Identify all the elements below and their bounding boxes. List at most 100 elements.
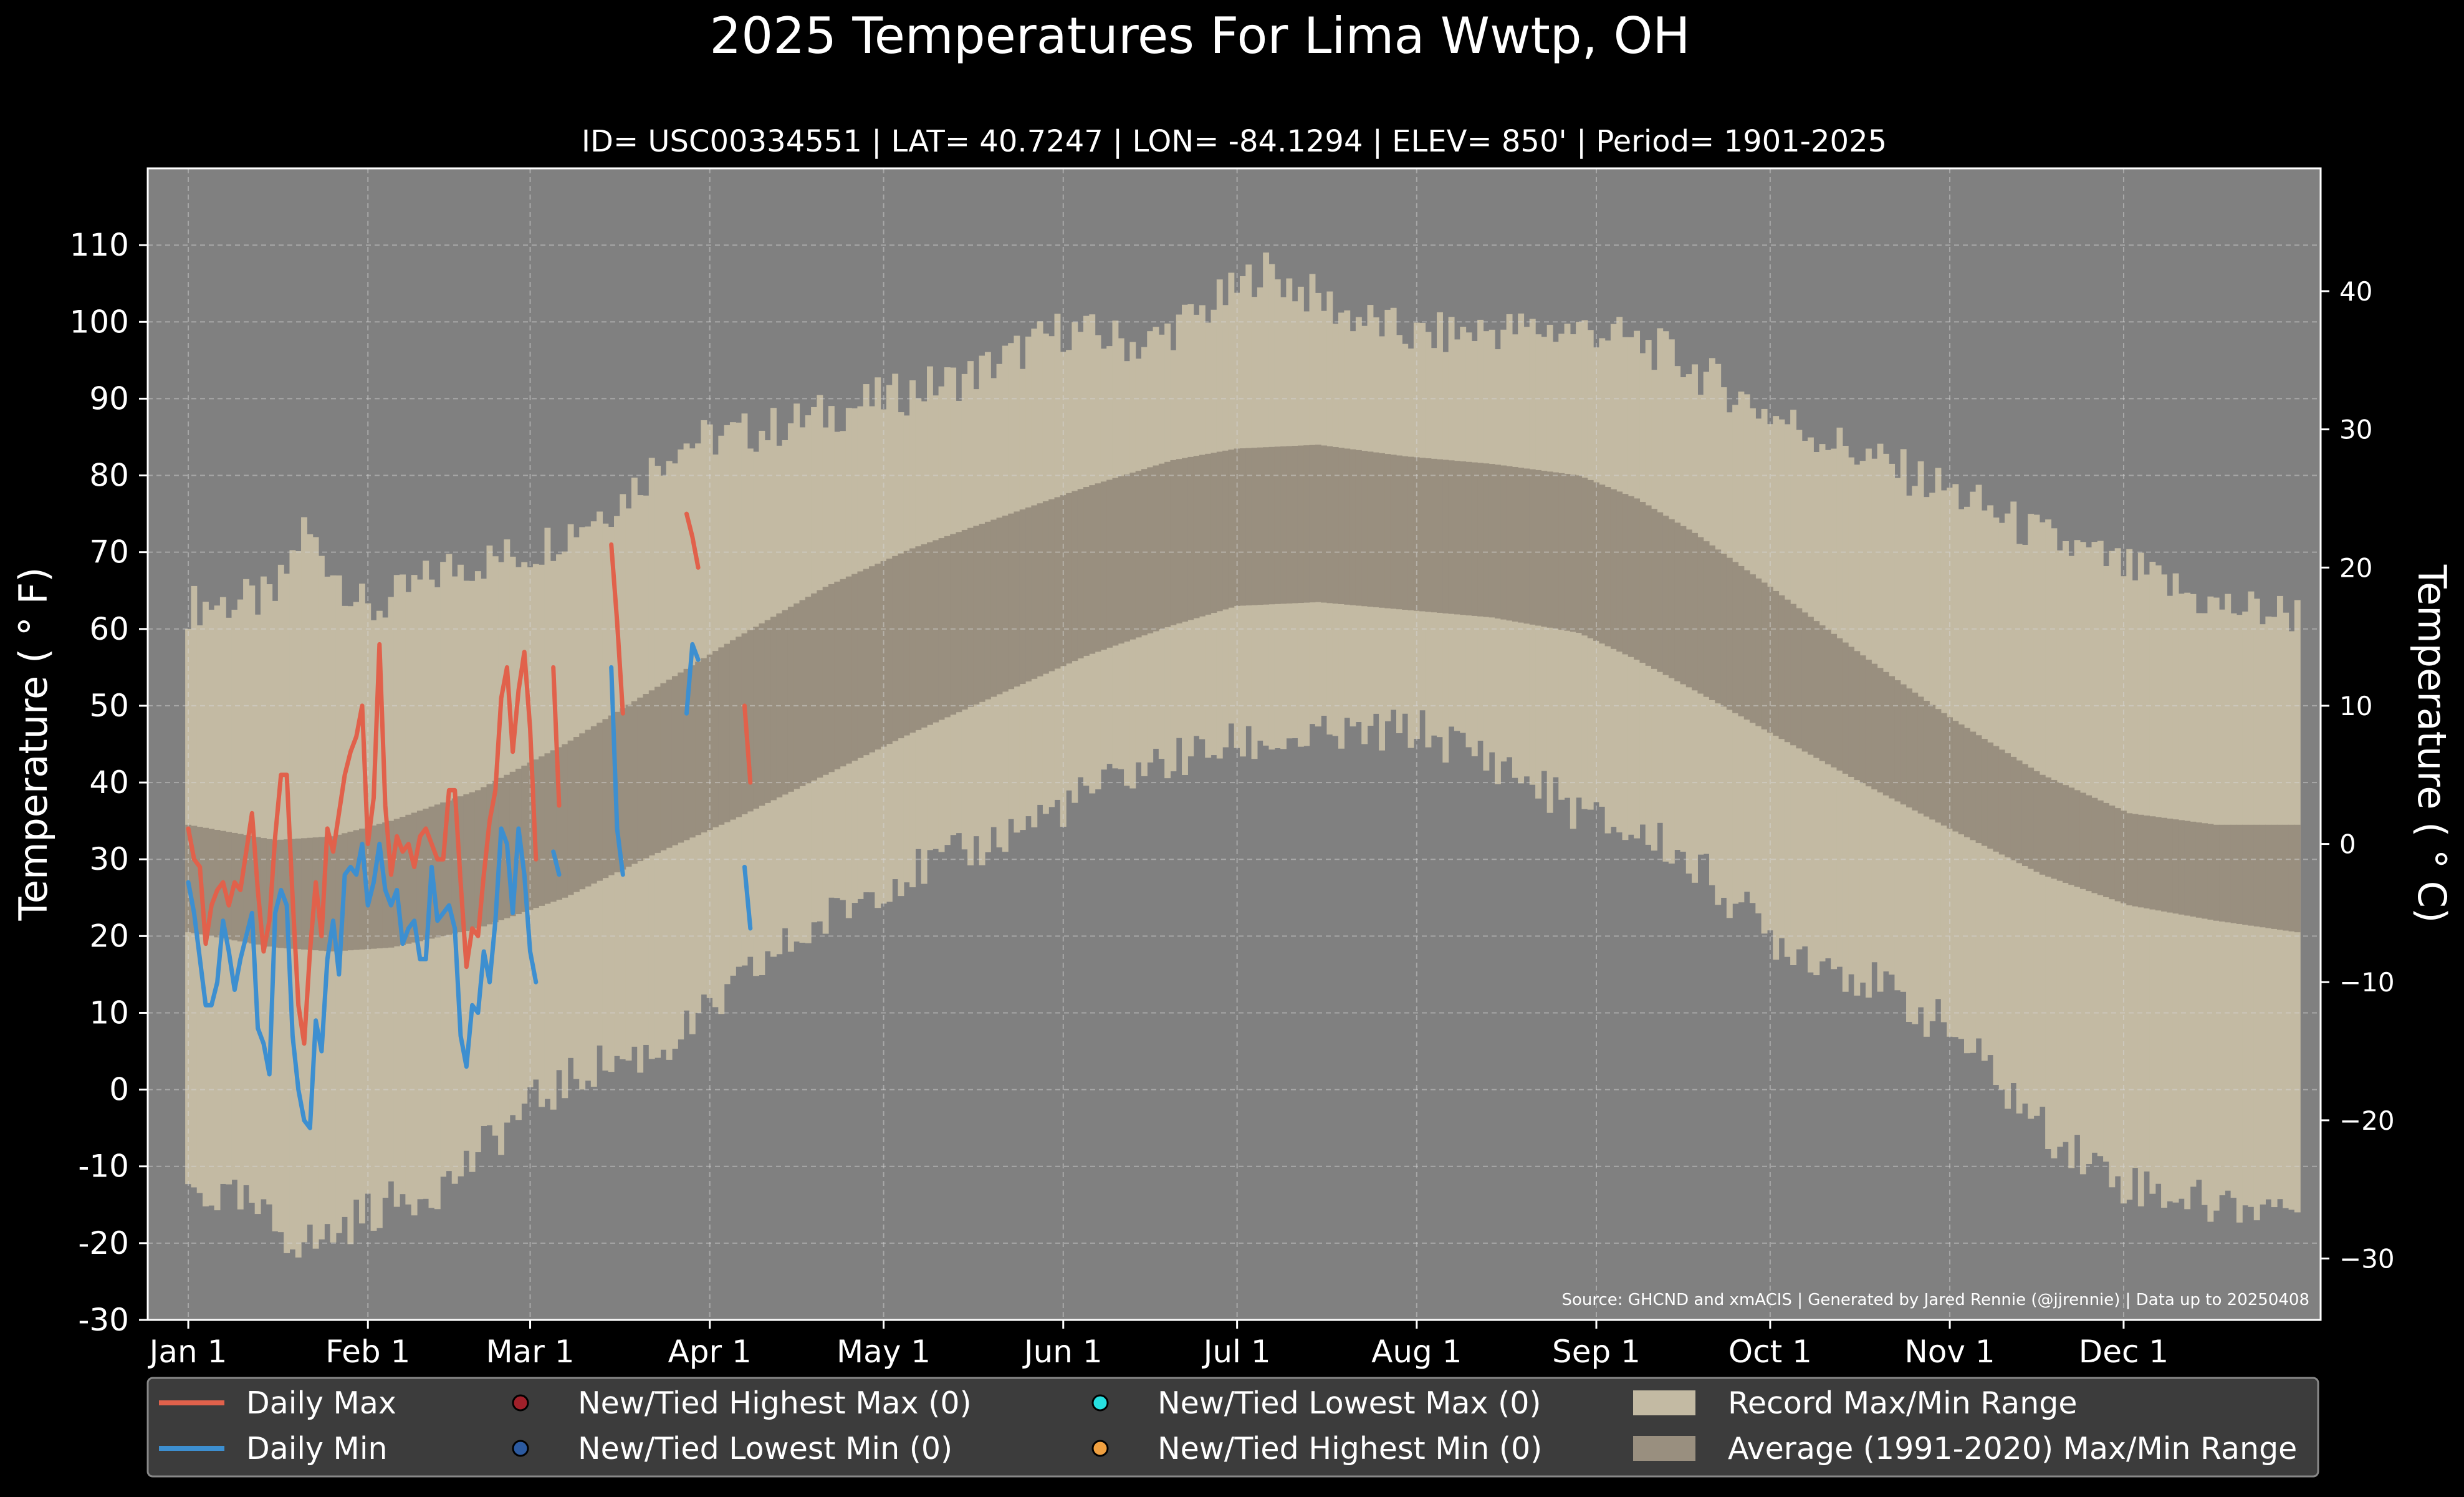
y-tick-label-right: 20 — [2339, 552, 2372, 583]
average-range-bar — [1755, 578, 1762, 726]
average-range-bar — [451, 798, 458, 934]
average-range-bar — [539, 756, 545, 906]
average-range-bar — [1338, 448, 1345, 604]
y-tick-label: 10 — [89, 994, 129, 1031]
average-range-bar — [602, 719, 609, 878]
average-range-bar — [2103, 802, 2109, 897]
average-range-bar — [2126, 813, 2133, 906]
average-range-bar — [2248, 824, 2255, 926]
average-range-bar — [1454, 461, 1460, 615]
average-range-bar — [1552, 472, 1559, 629]
x-tick-label: Jan 1 — [148, 1334, 228, 1370]
x-tick-label: Mar 1 — [486, 1334, 575, 1370]
average-range-bar — [1402, 456, 1409, 610]
average-range-bar — [1912, 692, 1919, 811]
average-range-bar — [463, 794, 470, 931]
average-range-bar — [1234, 448, 1240, 606]
average-range-bar — [1668, 519, 1675, 678]
average-range-bar — [2016, 760, 2023, 864]
average-range-bar — [2167, 818, 2174, 913]
average-range-bar — [1210, 453, 1217, 614]
x-tick-label: Aug 1 — [1371, 1334, 1462, 1370]
average-range-bar — [1882, 671, 1889, 796]
average-range-bar — [1512, 466, 1518, 622]
average-range-bar — [1019, 509, 1026, 685]
average-range-bar — [527, 763, 534, 910]
average-range-bar — [1801, 612, 1808, 752]
average-range-bar — [1118, 476, 1124, 644]
average-range-bar — [1970, 731, 1977, 840]
average-range-bar — [2109, 806, 2116, 900]
average-range-bar — [2028, 768, 2035, 869]
average-range-bar — [782, 610, 789, 795]
average-range-bar — [1715, 549, 1722, 704]
average-range-bar — [2271, 824, 2278, 929]
average-range-bar — [1685, 529, 1692, 688]
average-range-bar — [1981, 739, 1988, 846]
series-line-daily-max — [609, 542, 625, 716]
average-range-bar — [185, 824, 192, 933]
average-range-bar — [1488, 464, 1495, 618]
average-range-bar — [706, 654, 713, 830]
average-range-bar — [1054, 497, 1061, 669]
average-range-bar — [753, 627, 760, 809]
average-range-bar — [573, 737, 580, 892]
average-range-bar — [805, 597, 812, 784]
average-range-bar — [1831, 633, 1838, 768]
average-range-bar — [1651, 509, 1657, 669]
average-range-bar — [1593, 482, 1599, 641]
x-tick-label: Jun 1 — [1022, 1334, 1103, 1370]
average-range-bar — [2190, 821, 2197, 917]
average-range-bar — [301, 838, 307, 950]
average-range-bar — [1963, 728, 1970, 837]
average-range-bar — [1437, 459, 1443, 613]
average-range-bar — [712, 651, 719, 827]
average-range-bar — [550, 750, 557, 902]
y-tick-label: 40 — [89, 764, 129, 801]
average-range-bar — [1865, 660, 1872, 787]
average-range-bar — [2091, 797, 2098, 893]
average-range-bar — [324, 836, 331, 951]
average-range-bar — [1129, 473, 1136, 640]
average-range-bar — [701, 658, 707, 833]
average-range-bar — [1842, 642, 1849, 774]
average-range-bar — [1141, 469, 1148, 636]
average-range-bar — [1587, 479, 1594, 638]
average-range-bar — [544, 753, 551, 904]
average-range-bar — [2178, 820, 2185, 915]
average-range-bar — [2144, 816, 2150, 909]
average-range-bar — [1060, 495, 1067, 667]
legend-label: Daily Min — [246, 1431, 388, 1466]
average-range-bar — [648, 690, 655, 856]
x-tick-label: May 1 — [837, 1334, 931, 1370]
average-range-bar — [1390, 455, 1397, 609]
average-range-bar — [2051, 779, 2058, 879]
average-range-bar — [625, 705, 632, 867]
average-range-bar — [1692, 532, 1698, 691]
y-tick-label: 0 — [109, 1072, 129, 1108]
average-range-bar — [1558, 473, 1565, 630]
legend-patch — [1633, 1436, 1695, 1461]
average-range-bar — [567, 740, 574, 895]
average-range-bar — [2225, 824, 2232, 923]
average-range-bar — [1604, 487, 1611, 647]
average-range-bar — [1037, 503, 1043, 676]
average-range-bar — [1639, 502, 1646, 663]
average-range-bar — [1877, 668, 1884, 792]
average-range-bar — [880, 561, 887, 747]
average-range-bar — [446, 800, 453, 935]
average-range-bar — [1419, 458, 1426, 612]
average-range-bar — [1871, 663, 1878, 790]
chart-title: 2025 Temperatures For Lima Wwtp, OH — [709, 7, 1690, 65]
average-range-bar — [1008, 513, 1015, 690]
average-range-bar — [718, 647, 725, 825]
average-range-bar — [2079, 792, 2086, 889]
average-range-bar — [915, 546, 922, 730]
average-range-bar — [1106, 479, 1113, 648]
y-tick-label-right: −30 — [2339, 1243, 2395, 1274]
average-range-bar — [956, 532, 962, 713]
average-range-bar — [944, 536, 951, 718]
average-range-bar — [1112, 478, 1119, 646]
average-range-bar — [393, 819, 400, 946]
average-range-bar — [1894, 680, 1901, 802]
